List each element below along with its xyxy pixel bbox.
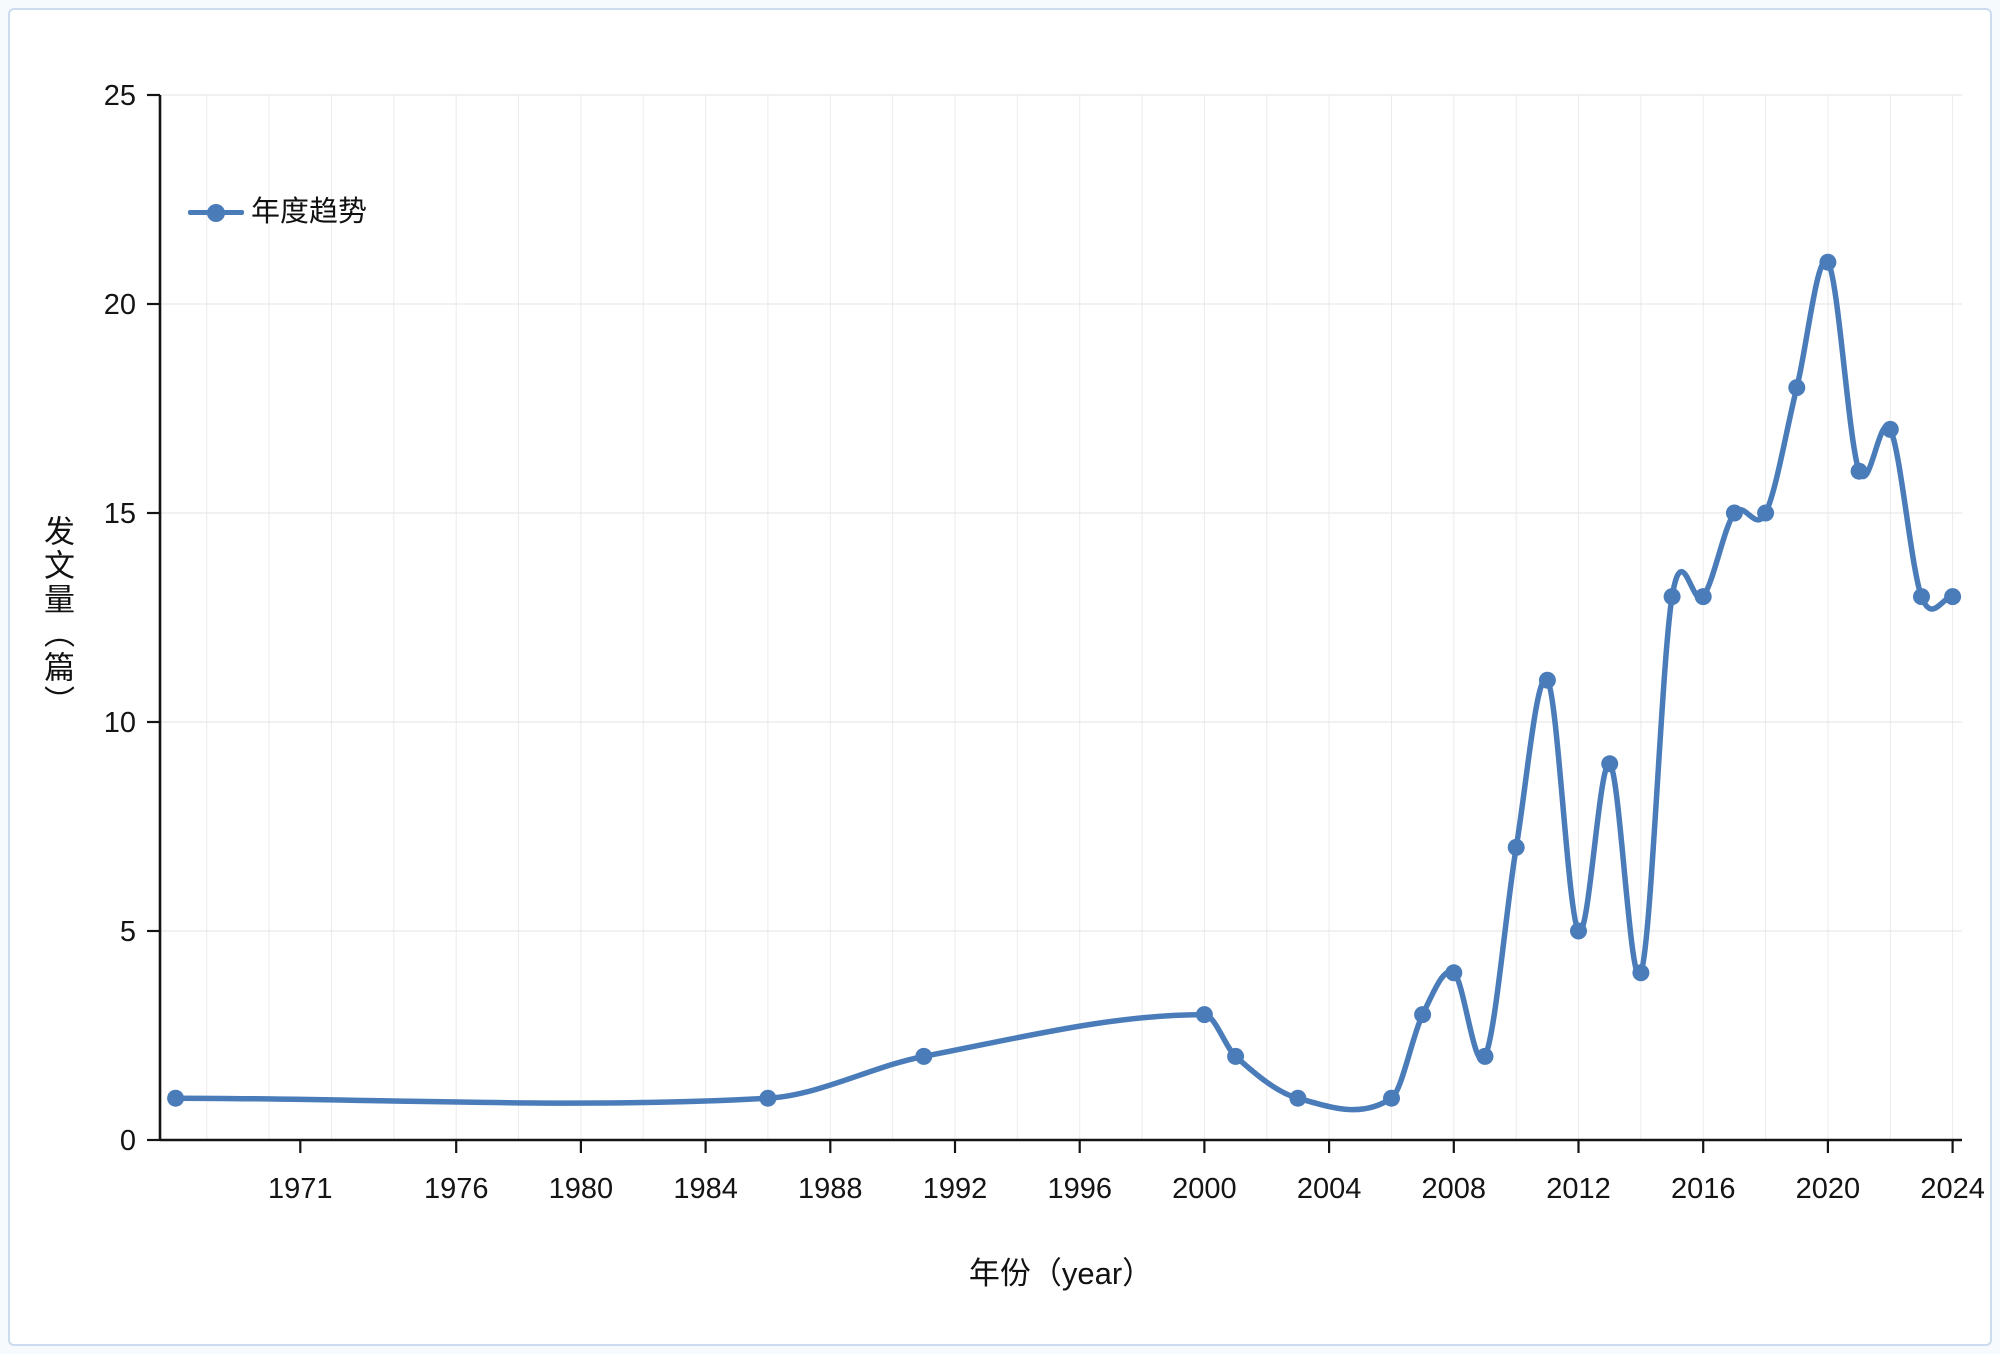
data-point-marker xyxy=(1227,1047,1245,1065)
data-point-marker xyxy=(1383,1089,1400,1107)
data-point-marker xyxy=(1414,1006,1432,1024)
x-tick-label: 2024 xyxy=(1920,1173,1985,1205)
x-tick-label: 1988 xyxy=(798,1173,863,1205)
y-tick-label: 20 xyxy=(104,289,136,321)
x-tick-label: 2016 xyxy=(1671,1173,1736,1205)
data-point-marker xyxy=(1538,671,1556,689)
y-tick-label: 10 xyxy=(104,707,136,739)
data-point-marker xyxy=(759,1089,777,1107)
data-point-marker xyxy=(1788,379,1806,397)
x-tick-label: 1992 xyxy=(923,1173,988,1205)
data-point-marker xyxy=(1289,1089,1307,1107)
data-point-marker xyxy=(1819,253,1837,271)
x-tick-label: 2004 xyxy=(1297,1173,1362,1205)
x-tick-label: 1984 xyxy=(673,1173,738,1205)
data-point-marker xyxy=(1195,1006,1213,1024)
x-tick-label: 1971 xyxy=(268,1173,333,1205)
data-point-marker xyxy=(1757,504,1775,522)
y-axis-title: 发文量（篇） xyxy=(39,515,74,719)
y-tick-label: 0 xyxy=(120,1125,136,1157)
data-point-marker xyxy=(1445,964,1463,982)
x-tick-label: 2012 xyxy=(1546,1173,1611,1205)
trend-line xyxy=(172,258,1956,1113)
data-point-marker xyxy=(1913,588,1930,606)
legend-marker-dot-icon xyxy=(207,203,225,222)
data-point-marker xyxy=(1663,588,1681,606)
x-tick-label: 2020 xyxy=(1796,1173,1861,1205)
data-point-marker xyxy=(1850,462,1868,480)
data-point-marker xyxy=(1570,922,1587,940)
y-tick-label: 25 xyxy=(104,80,136,112)
data-point-marker xyxy=(1694,588,1712,606)
data-point-marker xyxy=(1725,504,1743,522)
data-point-marker xyxy=(1507,838,1525,856)
data-point-marker xyxy=(915,1047,933,1065)
legend[interactable]: 年度趋势 xyxy=(188,198,367,227)
y-tick-label: 5 xyxy=(120,916,136,948)
x-axis-title: 年份（year） xyxy=(968,1256,1154,1291)
legend-label: 年度趋势 xyxy=(251,196,368,228)
x-tick-label: 2000 xyxy=(1172,1173,1237,1205)
data-point-marker xyxy=(1476,1047,1494,1065)
data-point-marker xyxy=(1632,964,1650,982)
y-tick-label: 15 xyxy=(104,498,136,530)
data-point-marker xyxy=(1944,588,1962,606)
chart-frame xyxy=(8,8,1992,1346)
data-point-marker xyxy=(167,1089,185,1107)
x-tick-label: 1996 xyxy=(1047,1173,1112,1205)
data-point-marker xyxy=(1881,420,1899,438)
legend-marker-line-icon xyxy=(188,203,244,222)
x-tick-label: 1980 xyxy=(549,1173,614,1205)
x-tick-label: 1976 xyxy=(424,1173,489,1205)
x-tick-label: 2008 xyxy=(1422,1173,1487,1205)
data-point-marker xyxy=(1601,755,1619,773)
